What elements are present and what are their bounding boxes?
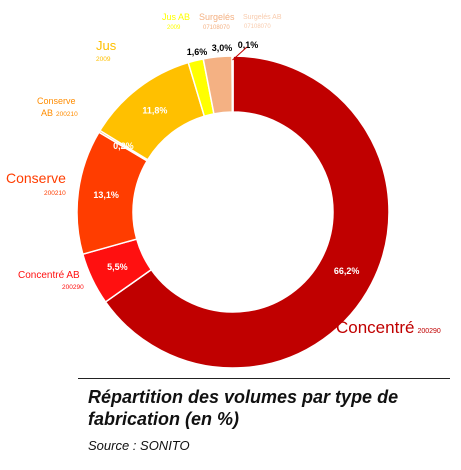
value-label-conserve-ab: 0,2% [113,141,134,151]
category-label-conserve-ab: Conserve [37,96,76,106]
category-label-surgeles-ab: Surgelés AB [243,14,282,21]
category-code-surgeles: 07108070 [203,25,230,31]
leader-line-surgeles-ab [232,46,248,61]
slice-surgeles-ab [231,55,234,113]
value-label-surgeles: 3,0% [212,43,233,53]
category-labels: Concentré 200290 Concentré AB 200290 Conserv… [6,12,441,337]
chart-title: Répartition des volumes par type de fabr… [88,387,399,429]
chart-source: Source : SONITO [88,438,190,453]
category-label-jus: Jus [96,38,117,53]
category-label-suffix-conserve-ab: AB [41,108,53,118]
category-label-surgeles: Surgelés [199,12,235,22]
category-code-conserve: 200210 [44,190,66,197]
value-label-concentre: 66,2% [334,266,360,276]
value-label-conserve: 13,1% [93,190,119,200]
category-code-conserve-ab: 200210 [56,111,78,118]
value-label-jus-ab: 1,6% [187,47,208,57]
caption-divider [78,378,450,379]
category-label-jus-ab: Jus AB [162,12,190,22]
donut-slices [76,55,390,369]
value-labels: 66,2% 5,5% 13,1% 0,2% 11,8% 1,6% 3,0% 0,1% [93,40,359,276]
category-code-jus-ab: 2009 [167,25,181,31]
category-label-concentre-ab: Concentré AB [18,270,80,281]
category-code-concentre-ab: 200290 [62,284,84,291]
value-label-concentre-ab: 5,5% [107,262,128,272]
slice-concentre [104,55,390,369]
value-label-surgeles-ab: 0,1% [238,40,259,50]
category-label-conserve: Conserve [6,170,66,186]
category-code-jus: 2009 [96,56,111,63]
value-label-jus: 11,8% [142,106,167,116]
category-label-concentre: Concentré 200290 [336,318,441,337]
category-code-surgeles-ab: 07108070 [244,24,271,30]
